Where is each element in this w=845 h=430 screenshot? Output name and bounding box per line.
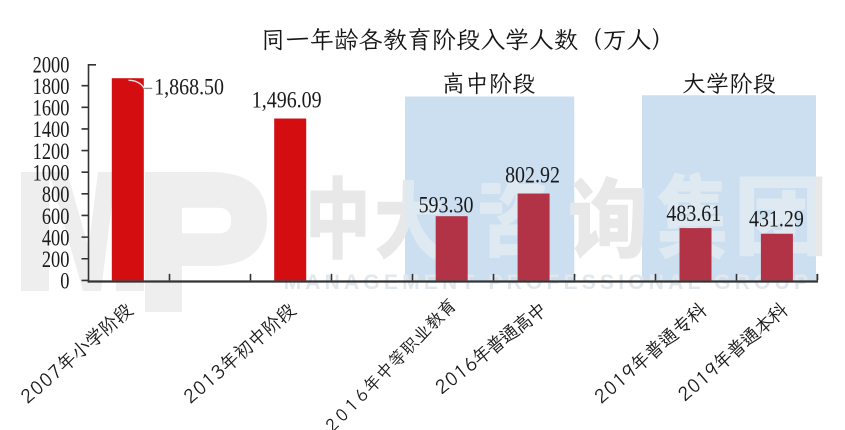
svg-text:1,496.09: 1,496.09 (252, 87, 322, 113)
svg-text:800: 800 (42, 181, 70, 208)
svg-text:1000: 1000 (33, 160, 70, 187)
svg-text:2000: 2000 (33, 51, 70, 78)
svg-text:600: 600 (42, 203, 70, 230)
svg-text:1400: 1400 (33, 116, 70, 143)
svg-text:593.30: 593.30 (419, 192, 474, 218)
svg-text:802.92: 802.92 (505, 162, 560, 188)
svg-text:400: 400 (42, 224, 70, 251)
svg-text:200: 200 (42, 246, 70, 273)
svg-text:1200: 1200 (33, 138, 70, 165)
svg-text:1,868.50: 1,868.50 (154, 74, 224, 100)
svg-text:0: 0 (60, 268, 69, 295)
svg-text:1600: 1600 (33, 95, 70, 122)
svg-text:483.61: 483.61 (666, 201, 721, 227)
svg-text:1800: 1800 (33, 73, 70, 100)
svg-text:431.29: 431.29 (749, 206, 804, 232)
